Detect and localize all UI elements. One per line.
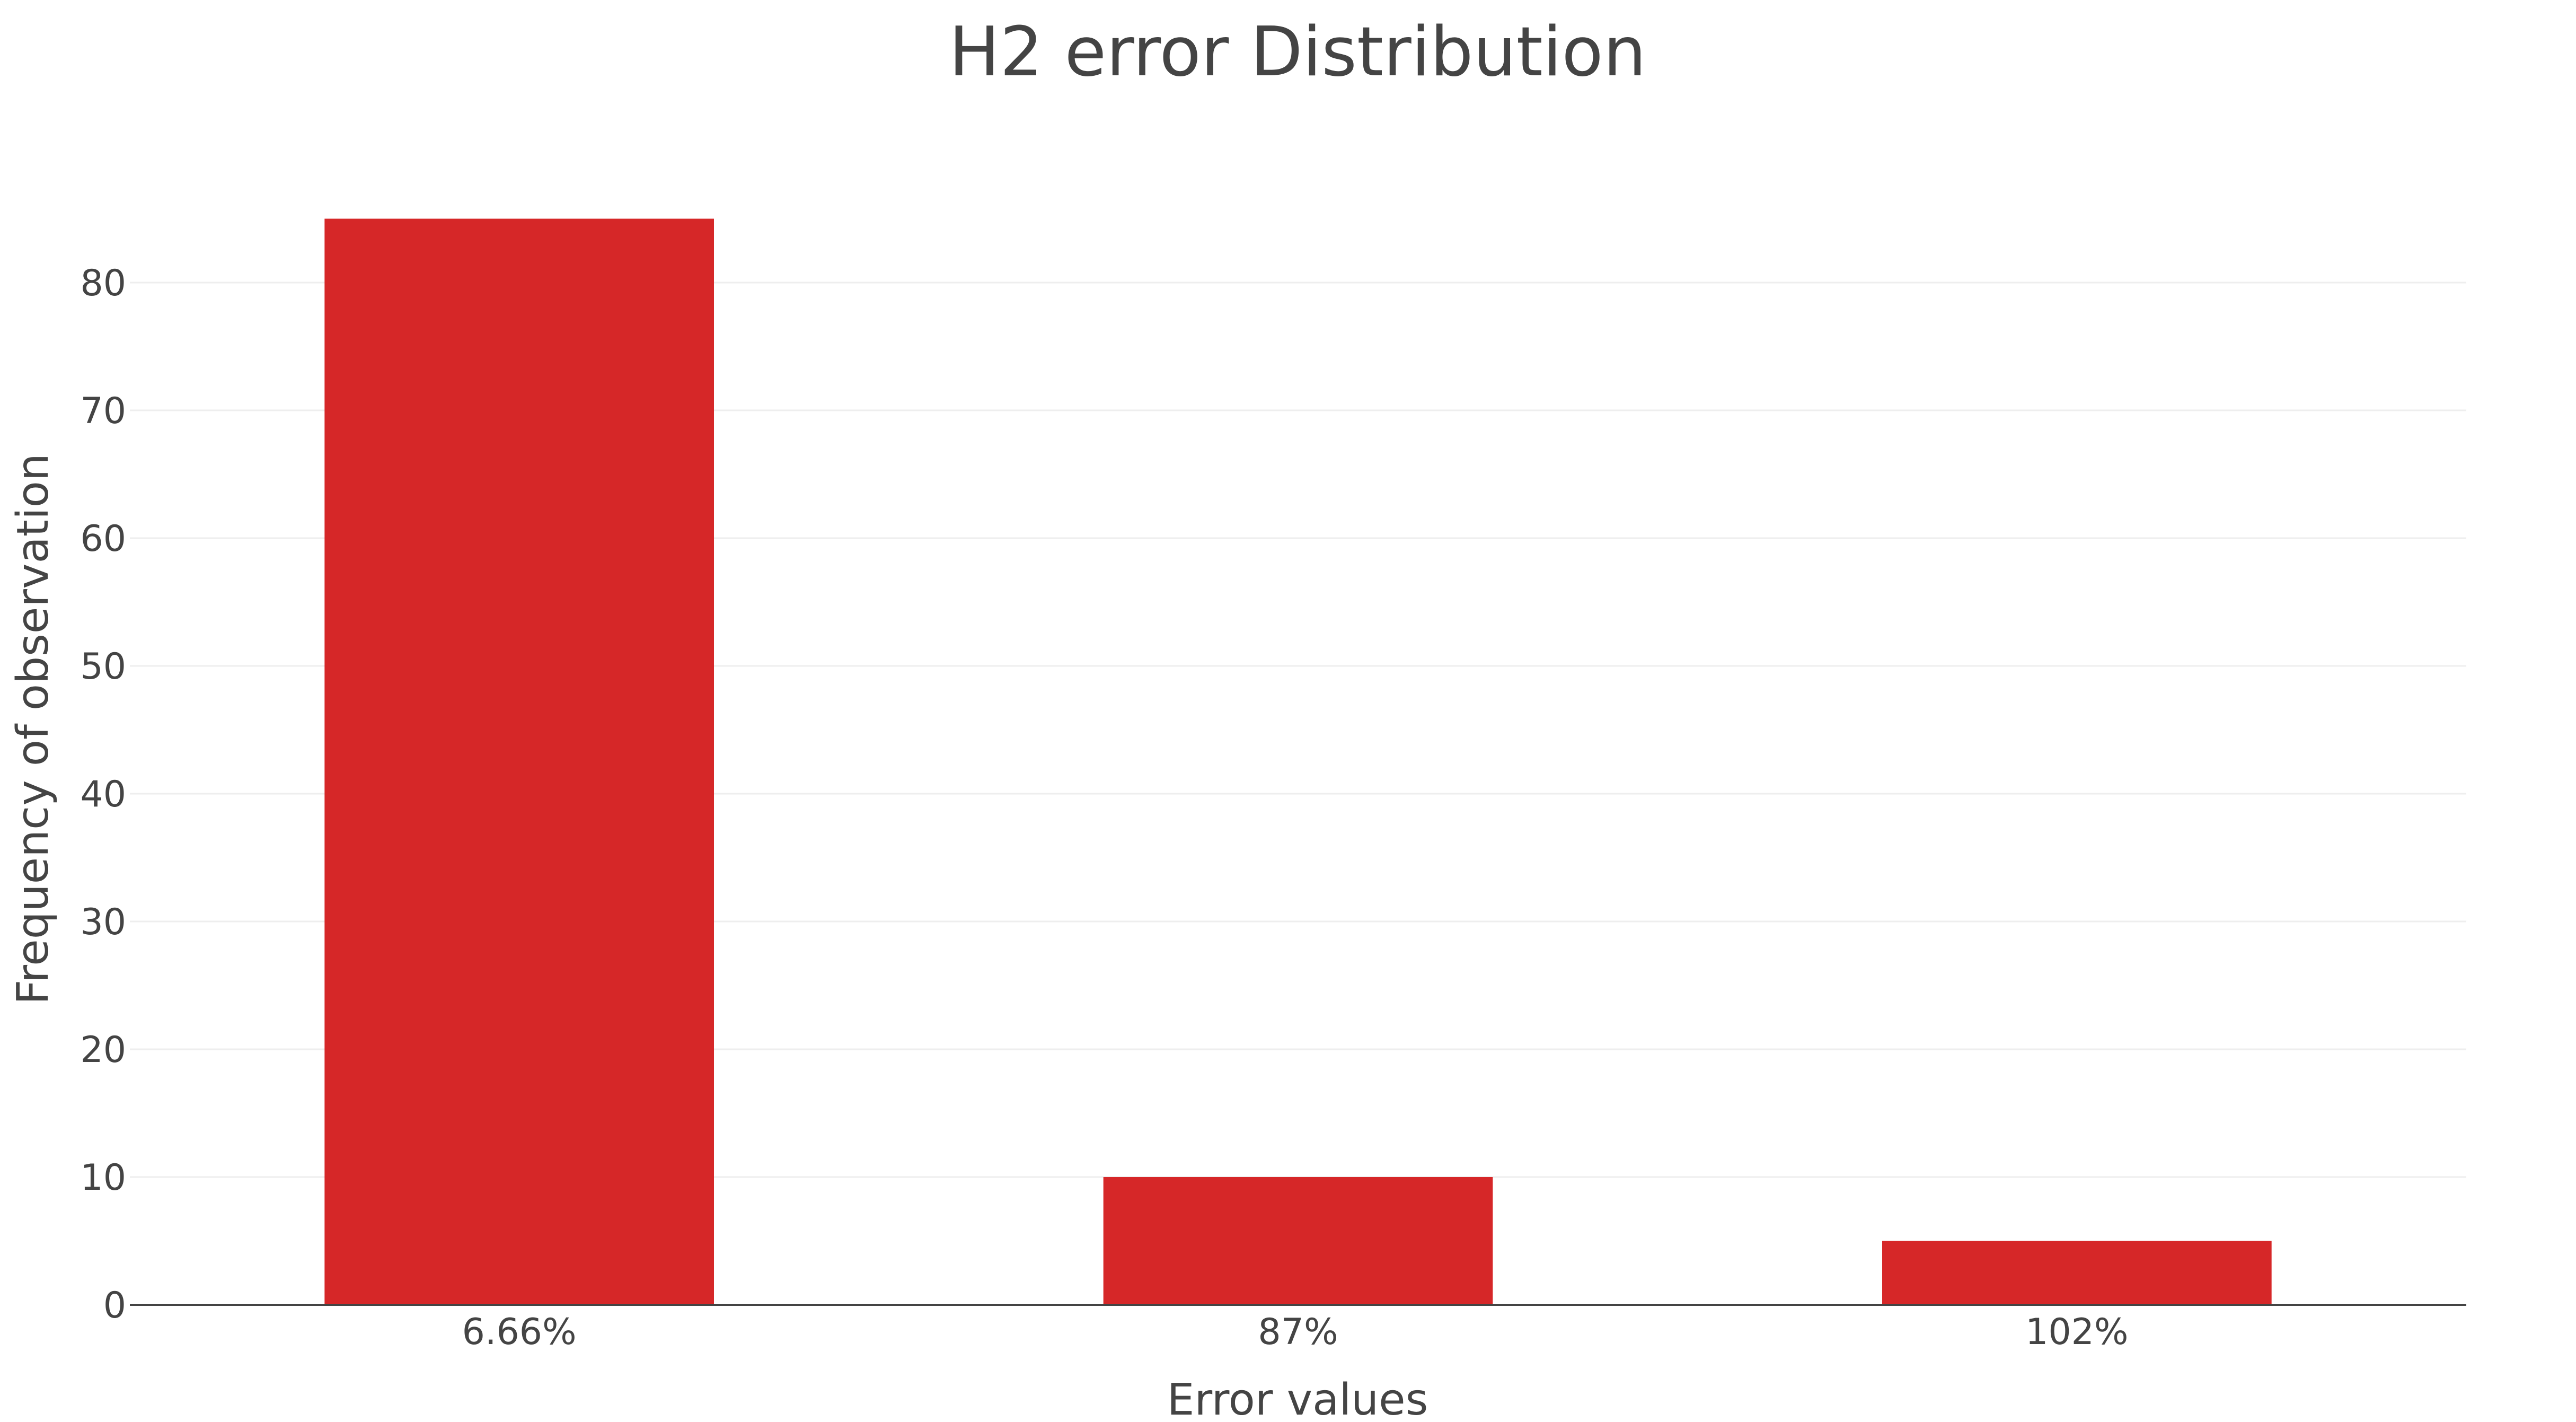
y-tick-label: 70 <box>80 390 126 432</box>
bars <box>324 218 2272 1305</box>
x-axis-ticks: 6.66% 87% 102% <box>462 1311 2129 1353</box>
x-tick-label: 6.66% <box>462 1311 577 1353</box>
x-axis-title: Error values <box>1167 1375 1428 1422</box>
y-tick-label: 80 <box>80 262 126 304</box>
bar-3 <box>1882 1241 2272 1305</box>
y-tick-label: 50 <box>80 646 126 688</box>
y-axis-title: Frequency of observation <box>8 453 58 1005</box>
bar-1 <box>324 218 714 1305</box>
y-axis-ticks: 0 10 20 30 40 50 60 70 80 <box>80 262 126 1327</box>
chart-title: H2 error Distribution <box>949 13 1646 92</box>
y-tick-label: 0 <box>103 1285 126 1327</box>
y-tick-label: 20 <box>80 1029 126 1071</box>
bar-2 <box>1103 1177 1493 1305</box>
y-tick-label: 30 <box>80 901 126 943</box>
y-tick-label: 10 <box>80 1157 126 1199</box>
y-tick-label: 60 <box>80 518 126 560</box>
x-tick-label: 102% <box>2025 1311 2128 1353</box>
y-tick-label: 40 <box>80 774 126 815</box>
x-tick-label: 87% <box>1258 1311 1338 1353</box>
